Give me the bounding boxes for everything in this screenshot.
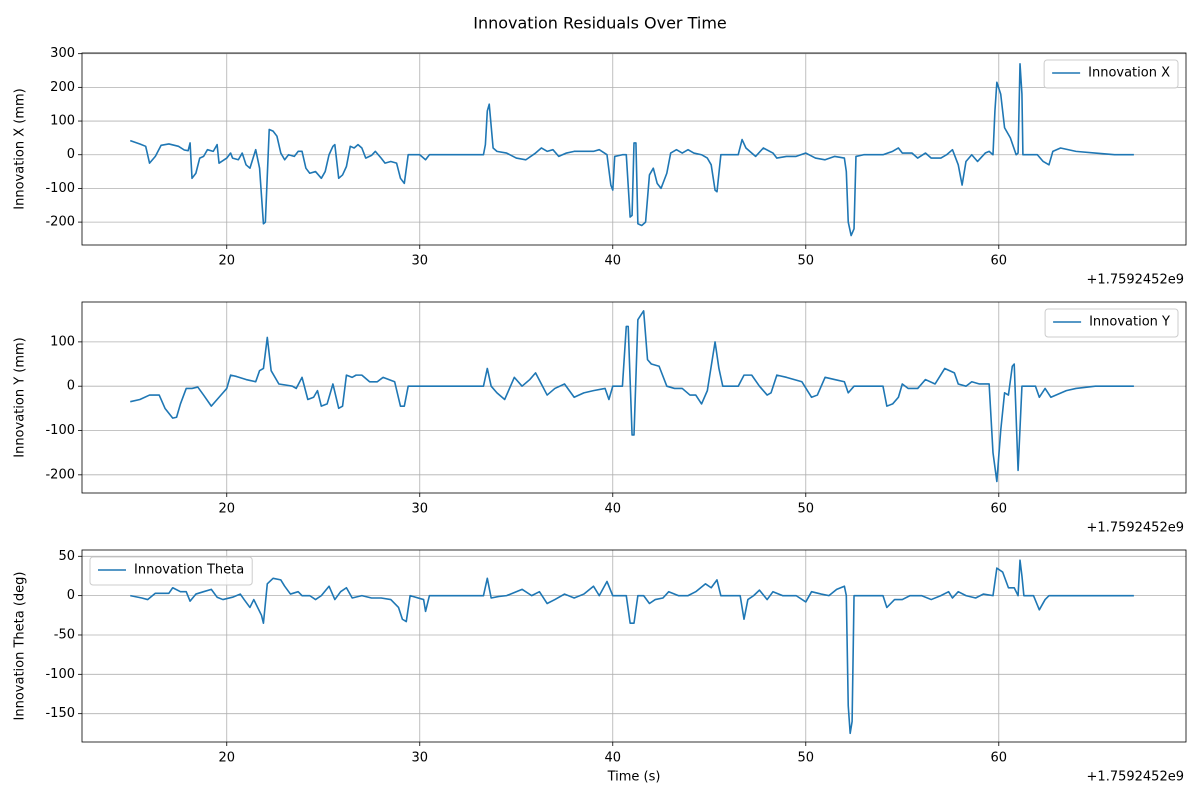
plot-area <box>130 310 1134 483</box>
legend-label: Innovation Theta <box>134 563 244 578</box>
legend-label: Innovation Y <box>1089 315 1170 330</box>
y-tick-label: -100 <box>45 181 75 196</box>
y-tick-label: 50 <box>58 549 75 564</box>
y-tick-label: -100 <box>45 667 75 682</box>
x-tick-label: 40 <box>604 751 621 766</box>
y-tick-label: -100 <box>45 423 75 438</box>
legend-frame <box>1044 308 1179 338</box>
x-tick-label: 20 <box>218 502 235 517</box>
x-axis-label: Time (s) <box>607 770 661 785</box>
legend-label: Innovation X <box>1088 66 1170 81</box>
axes-frame <box>81 301 1187 494</box>
figure-title: Innovation Residuals Over Time <box>473 14 727 33</box>
y-axis-label: Innovation Theta (deg) <box>13 572 28 721</box>
legend: Innovation Theta <box>89 556 253 586</box>
y-tick-label: -50 <box>54 627 75 642</box>
y-tick-label: -150 <box>45 706 75 721</box>
data-line <box>130 559 1134 735</box>
y-axis-label: Innovation Y (mm) <box>13 337 28 458</box>
y-tick-label: 0 <box>67 379 75 394</box>
x-offset-label: +1.7592452e9 <box>1087 770 1184 785</box>
x-tick-label: 50 <box>798 751 815 766</box>
legend: Innovation Y <box>1044 308 1179 338</box>
x-tick-label: 40 <box>604 502 621 517</box>
data-line <box>130 310 1134 483</box>
x-tick-label: 50 <box>798 502 815 517</box>
x-tick-label: 30 <box>411 751 428 766</box>
y-tick-label: 300 <box>50 46 75 61</box>
y-tick-label: 100 <box>50 114 75 129</box>
x-tick-label: 30 <box>411 254 428 269</box>
data-line <box>129 62 1134 237</box>
x-tick-label: 50 <box>798 254 815 269</box>
y-tick-label: 0 <box>67 147 75 162</box>
legend: Innovation X <box>1043 59 1179 89</box>
axes-frame <box>81 52 1187 246</box>
subplot: 20 30 40 50 60 -200 -100 0 100 Innovation Y (mm) +… <box>13 301 1187 536</box>
y-tick-label: 100 <box>50 334 75 349</box>
x-offset-label: +1.7592452e9 <box>1087 273 1184 288</box>
plot-area <box>130 559 1134 735</box>
y-tick-label: 200 <box>50 80 75 95</box>
x-tick-label: 60 <box>991 502 1008 517</box>
y-axis-label: Innovation X (mm) <box>13 88 28 209</box>
axes-frame <box>81 549 1187 743</box>
y-tick-label: -200 <box>45 215 75 230</box>
x-tick-label: 60 <box>991 751 1008 766</box>
x-tick-label: 20 <box>218 751 235 766</box>
subplot: 20 30 40 50 60 -200 -100 0 100 200 300 Innovation X… <box>13 46 1187 288</box>
x-tick-label: 20 <box>218 254 235 269</box>
legend-frame <box>1043 59 1179 89</box>
x-tick-label: 40 <box>604 254 621 269</box>
y-tick-label: -200 <box>45 467 75 482</box>
x-tick-label: 30 <box>411 502 428 517</box>
legend-frame <box>89 556 253 586</box>
x-offset-label: +1.7592452e9 <box>1087 521 1184 536</box>
plot-area <box>129 62 1134 237</box>
x-tick-label: 60 <box>991 254 1008 269</box>
y-tick-label: 0 <box>67 588 75 603</box>
subplot: 20 30 40 50 60 -150 -100 -50 0 50 Innovation Theta… <box>13 549 1187 785</box>
